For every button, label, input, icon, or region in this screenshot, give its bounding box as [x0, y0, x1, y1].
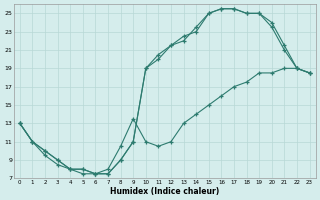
X-axis label: Humidex (Indice chaleur): Humidex (Indice chaleur): [110, 187, 219, 196]
